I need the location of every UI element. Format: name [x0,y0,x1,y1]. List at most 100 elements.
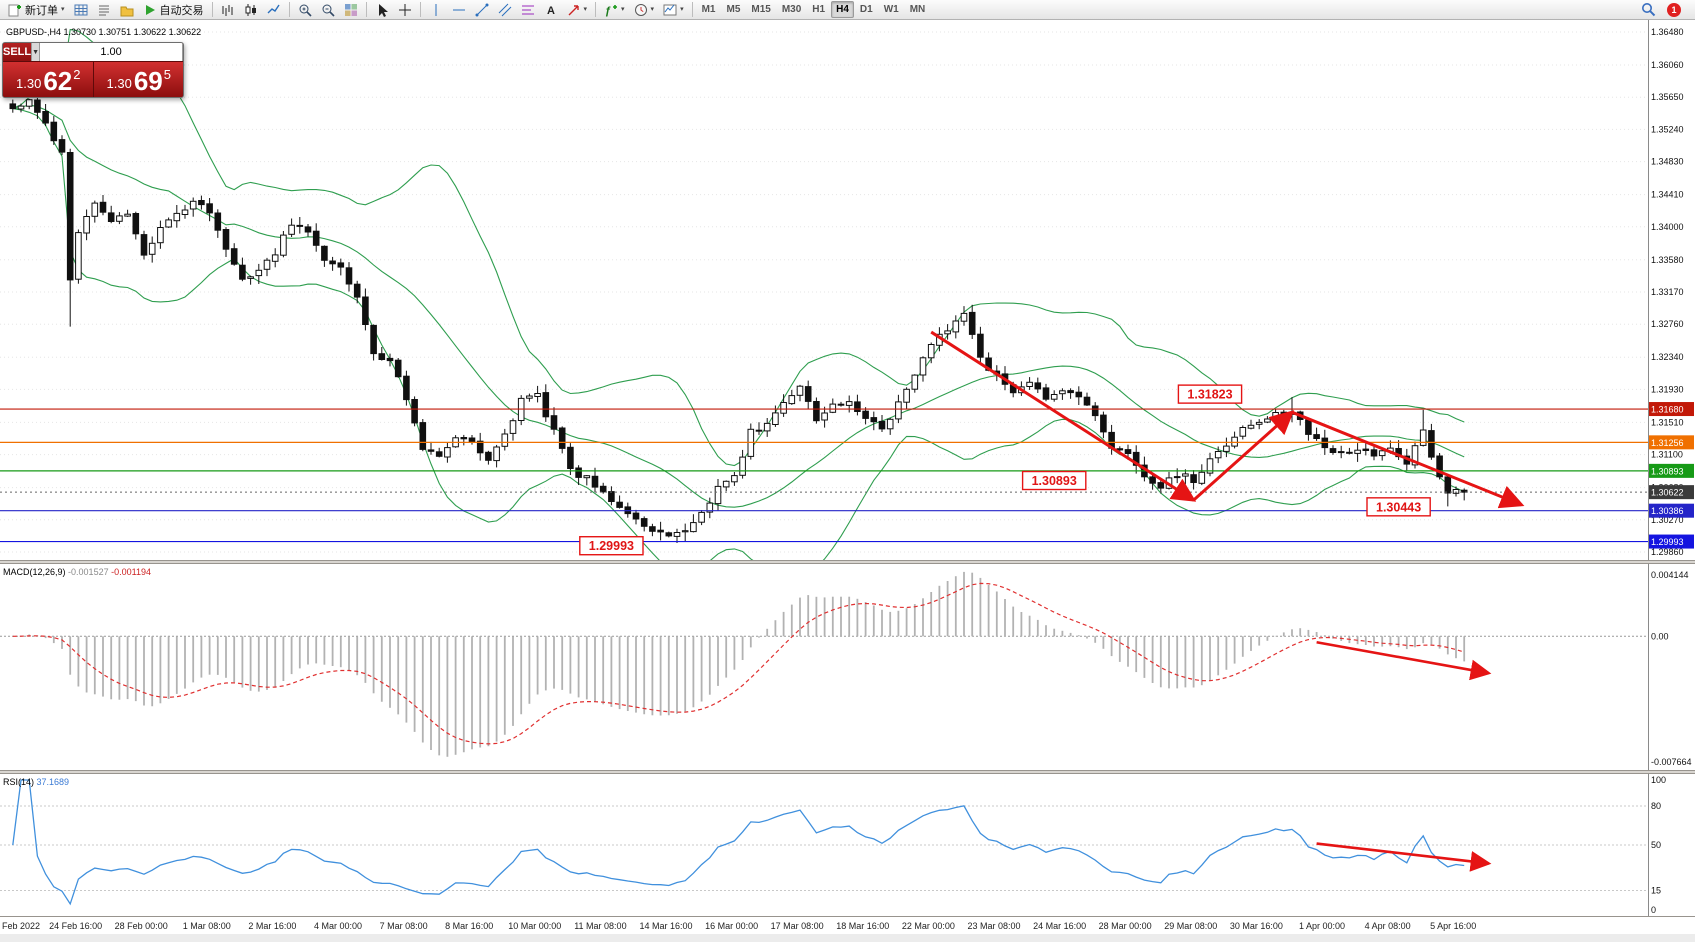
vertical-line-icon [435,3,437,16]
time-label: 1 Apr 00:00 [1298,921,1346,931]
svg-text:1.29993: 1.29993 [589,539,634,553]
text-tool-button[interactable]: A [540,1,562,19]
trade-panel-price-row: 1.30 62 2 1.30 69 5 [3,62,183,97]
zoom-in-button[interactable] [294,1,316,19]
zoom-out-icon [322,4,335,17]
fibonacci-icon [521,5,534,14]
time-label: 24 Feb 16:00 [49,921,103,931]
toolbar-separator [365,2,367,17]
time-label: 24 Mar 16:00 [1033,921,1087,931]
indicators-button[interactable]: ƒ ▾ [600,1,629,19]
tile-windows-button[interactable] [340,1,362,19]
trendline-button[interactable] [471,1,493,19]
quote-ohlc-text: GBPUSD-,H4 1.30730 1.30751 1.30622 1.306… [6,27,202,37]
sell-price-big: 62 [43,66,73,96]
chevron-down-icon: ▾ [650,6,655,13]
svg-text:100: 100 [1651,775,1666,785]
horizontal-line-icon [452,9,465,10]
periods-button[interactable]: ▾ [630,1,659,19]
notification-badge[interactable]: 1 [1667,2,1681,17]
time-label: 18 Mar 16:00 [836,921,890,931]
time-label: 17 Mar 08:00 [770,921,824,931]
timeframe-button-D1[interactable]: D1 [859,4,873,15]
buy-price-main: 1.30 [106,76,132,91]
bar-chart-button[interactable] [217,1,239,19]
timeframe-button-H1[interactable]: H1 [812,4,826,15]
timeframe-button-M1[interactable]: M1 [701,4,716,15]
cursor-button[interactable] [371,1,393,19]
template-icon [663,4,677,15]
horizontal-line-button[interactable] [448,1,470,19]
window-bottom-filler [0,934,1695,942]
panel-splitter[interactable] [0,560,1695,564]
toolbar: 新订单 ▾ 自动交易 [0,0,1695,20]
buy-price-sup: 5 [163,67,171,82]
time-label: 1 Mar 08:00 [182,921,231,931]
main-price-chart[interactable]: 1.30893 1.31823 1.30443 1.29993 1.36480 1.360… [0,20,1695,560]
timeframe-button-M15[interactable]: M15 [751,4,771,15]
buy-price-button[interactable]: 1.30 69 5 [93,62,183,97]
time-label: 23 Mar 08:00 [967,921,1021,931]
svg-text:1.35650: 1.35650 [1651,92,1684,102]
timeframe-button-W1[interactable]: W1 [883,4,899,15]
navigator-icon [120,6,134,16]
time-label: 4 Apr 08:00 [1364,921,1411,931]
chevron-down-icon: ▾ [621,6,625,13]
svg-text:0.004144: 0.004144 [1651,570,1689,580]
spin-down-icon: ▼ [32,48,40,56]
volume-decrease-button[interactable]: ▼ [31,43,41,61]
svg-text:-0.007664: -0.007664 [1651,757,1692,767]
svg-text:1.31256: 1.31256 [1651,438,1684,448]
navigator-button[interactable] [116,1,138,19]
time-label: 22 Mar 00:00 [901,921,955,931]
svg-text:1.30443: 1.30443 [1376,500,1421,514]
rsi-panel[interactable]: 100 80 50 15 0 [0,774,1695,916]
svg-text:1.33580: 1.33580 [1651,255,1684,265]
time-label: 28 Feb 00:00 [114,921,168,931]
vertical-line-button[interactable] [425,1,447,19]
timeframe-group: M1 M5 M15 M30 H1 H4 D1 W1 MN [697,1,931,18]
auto-trading-icon [145,4,155,15]
quote-header: GBPUSD-,H4 1.30730 1.30751 1.30622 1.306… [6,27,201,37]
sell-price-button[interactable]: 1.30 62 2 [3,62,93,97]
volume-input[interactable] [40,43,183,61]
toolbar-separator [288,2,290,17]
data-window-button[interactable] [93,1,115,19]
candlestick-button[interactable] [240,1,262,19]
toolbar-right-group: 1 [1637,1,1681,19]
macd-panel[interactable]: 0.004144 0.00 -0.007664 [0,564,1695,770]
auto-trading-button[interactable]: 自动交易 [139,1,208,19]
market-watch-button[interactable] [70,1,92,19]
timeframe-button-M5[interactable]: M5 [726,4,741,15]
time-label: 4 Mar 00:00 [313,921,363,931]
timeframe-button-M30[interactable]: M30 [781,4,802,15]
search-button[interactable] [1637,1,1660,19]
arrow-tool-button[interactable]: ▾ [563,1,592,19]
zoom-out-button[interactable] [317,1,339,19]
templates-button[interactable]: ▾ [659,1,688,19]
sell-button[interactable]: SELL [3,43,32,61]
channel-button[interactable] [494,1,516,19]
volume-increase-button[interactable]: ▲ [182,43,183,61]
trendline-icon [475,3,489,16]
crosshair-button[interactable] [394,1,416,19]
macd-header: MACD(12,26,9) -0.001527 -0.001194 [3,567,151,577]
data-window-icon [98,5,109,15]
svg-text:1.34830: 1.34830 [1651,157,1684,167]
time-label: 5 Apr 16:00 [1430,921,1477,931]
timeframe-button-H4[interactable]: H4 [831,1,854,18]
line-chart-button[interactable] [263,1,285,19]
svg-text:1.36060: 1.36060 [1651,60,1684,70]
candlestick-icon [245,3,256,16]
svg-text:1.34410: 1.34410 [1651,190,1684,200]
timeframe-button-MN[interactable]: MN [909,4,926,15]
svg-text:1.35240: 1.35240 [1651,124,1684,134]
new-order-button[interactable]: 新订单 ▾ [4,1,69,19]
zoom-in-icon [299,4,312,17]
time-axis[interactable]: Feb 2022 24 Feb 16:00 28 Feb 00:00 1 Mar 08… [0,916,1695,934]
panel-splitter[interactable] [0,770,1695,774]
svg-text:ƒ: ƒ [605,5,611,17]
rsi-header: RSI(14) 37.1689 [3,777,69,787]
svg-text:1.30386: 1.30386 [1651,506,1684,516]
fibonacci-button[interactable] [517,1,539,19]
